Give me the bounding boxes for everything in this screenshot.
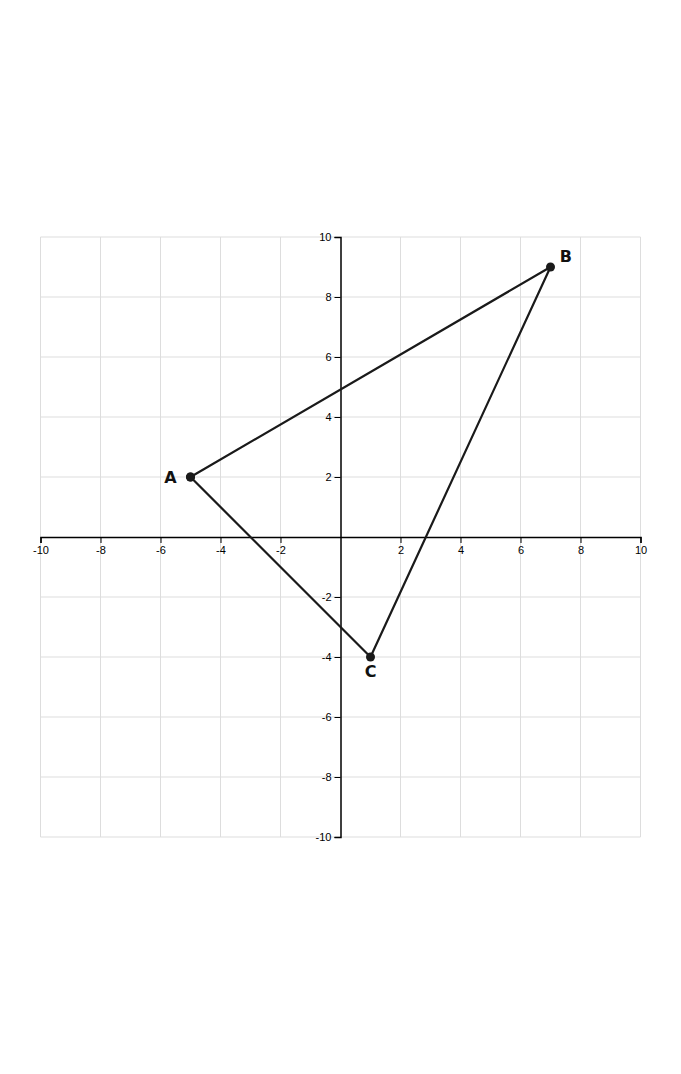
x-tick-label: 6 <box>518 544 524 556</box>
x-tick-label: -6 <box>156 544 166 556</box>
point-label: A <box>164 468 177 487</box>
x-tick: 2 <box>398 537 404 556</box>
y-tick-label: -2 <box>322 591 332 603</box>
x-tick-label: 10 <box>635 544 647 556</box>
x-axis: -10 -8 -6 -4 -2 2 4 6 8 10 <box>33 537 647 556</box>
y-tick-label: -8 <box>322 771 332 783</box>
x-tick-label: -8 <box>96 544 106 556</box>
point-label: C <box>365 662 377 681</box>
x-tick: -6 <box>156 537 166 556</box>
y-tick-mark <box>335 837 341 838</box>
point <box>186 473 195 482</box>
x-tick: -2 <box>276 537 286 556</box>
y-tick-label: 4 <box>325 411 331 423</box>
x-tick-mark <box>461 537 462 543</box>
x-tick: 10 <box>635 537 647 556</box>
x-tick-label: -2 <box>276 544 286 556</box>
x-tick-mark <box>41 537 42 543</box>
y-axis-line <box>335 238 342 838</box>
y-tick: 6 <box>325 351 340 363</box>
point <box>546 263 555 272</box>
y-tick-mark <box>335 357 341 358</box>
triangle-line <box>191 267 551 657</box>
y-tick-mark <box>335 297 341 298</box>
grid-line-x <box>40 237 41 837</box>
y-tick: 2 <box>325 471 340 483</box>
x-tick-label: -4 <box>216 544 226 556</box>
point <box>186 473 195 482</box>
y-tick-label: -6 <box>322 711 332 723</box>
y-tick: -8 <box>322 771 341 783</box>
y-tick-mark <box>335 417 341 418</box>
y-tick: 4 <box>325 411 340 423</box>
x-tick-mark <box>581 537 582 543</box>
y-tick-label: -4 <box>322 651 332 663</box>
marks <box>186 263 555 662</box>
x-tick-mark <box>161 537 162 543</box>
y-tick: 8 <box>325 291 340 303</box>
x-tick: 4 <box>458 537 464 556</box>
y-tick-mark <box>335 237 341 238</box>
x-tick-label: -10 <box>33 544 49 556</box>
y-tick-label: 8 <box>325 291 331 303</box>
grid-line-y <box>41 237 641 238</box>
x-tick: -10 <box>33 537 49 556</box>
y-tick-label: -10 <box>316 831 332 843</box>
x-tick-mark <box>221 537 222 543</box>
x-tick-mark <box>101 537 102 543</box>
y-tick-mark <box>335 597 341 598</box>
y-axis: -10 -8 -6 -4 -2 2 4 6 8 10 <box>316 231 341 843</box>
plot: -10 -8 -6 -4 -2 2 4 6 8 10 -10 -8 -6 -4 -2 2 4 6 8 10 A B C <box>33 231 647 843</box>
x-tick: -4 <box>216 537 226 556</box>
x-tick-mark <box>521 537 522 543</box>
point <box>366 653 375 662</box>
x-tick-mark <box>641 537 642 543</box>
y-tick-label: 2 <box>325 471 331 483</box>
x-tick-label: 2 <box>398 544 404 556</box>
y-tick: 10 <box>319 231 340 243</box>
y-tick: -6 <box>322 711 341 723</box>
y-tick-label: 10 <box>319 231 331 243</box>
point-label: B <box>560 247 572 266</box>
x-tick: 6 <box>518 537 524 556</box>
x-tick: 8 <box>578 537 584 556</box>
x-tick-label: 8 <box>578 544 584 556</box>
annotations: A B C <box>164 247 572 680</box>
y-tick-label: 6 <box>325 351 331 363</box>
y-tick-mark <box>335 717 341 718</box>
x-tick-label: 4 <box>458 544 464 556</box>
y-tick: -2 <box>322 591 341 603</box>
chart: -10 -8 -6 -4 -2 2 4 6 8 10 -10 -8 -6 -4 -2 2 4 6 8 10 A B C <box>0 0 681 1074</box>
y-tick-mark <box>335 777 341 778</box>
x-tick-mark <box>281 537 282 543</box>
x-tick-mark <box>401 537 402 543</box>
y-tick-mark <box>335 477 341 478</box>
y-tick-mark <box>335 657 341 658</box>
x-tick: -8 <box>96 537 106 556</box>
grid <box>41 237 641 837</box>
y-tick: -10 <box>316 831 341 843</box>
y-tick: -4 <box>322 651 341 663</box>
